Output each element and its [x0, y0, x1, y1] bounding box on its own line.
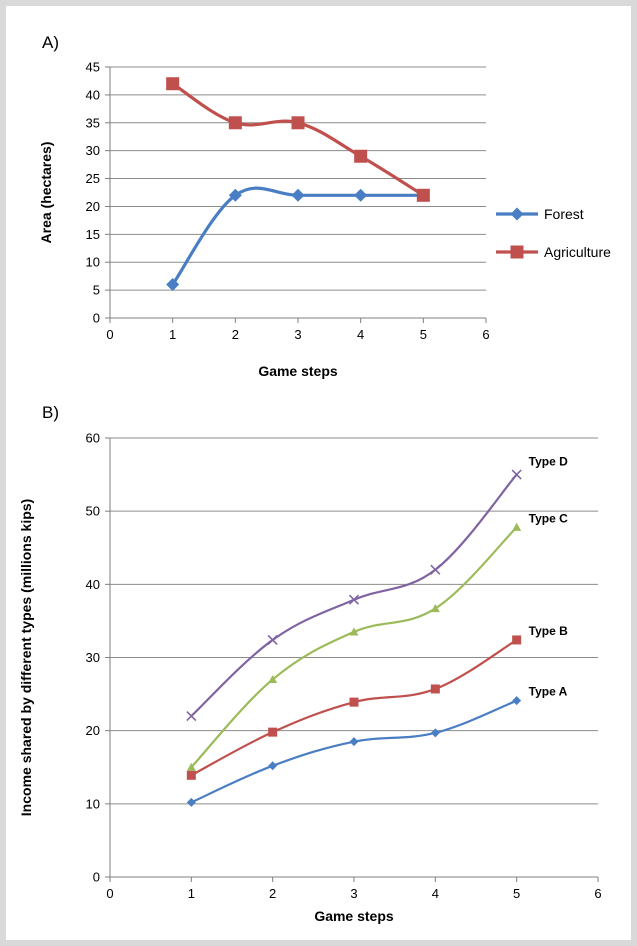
x-tick-label: 4 — [432, 886, 439, 901]
data-point — [268, 761, 278, 771]
data-point — [512, 635, 522, 645]
figure-frame: A) 0 5 10 15 20 25 30 35 40 45 0 1 2 3 4 5 6 Game steps Are… — [6, 6, 631, 940]
data-point — [228, 188, 242, 202]
data-point — [348, 594, 360, 605]
series-agriculture — [166, 77, 430, 202]
x-tick-label: 0 — [106, 327, 113, 342]
x-tick-label: 3 — [294, 327, 301, 342]
y-tick-label: 10 — [86, 255, 100, 270]
y-axis-title: Income shared by different types (millio… — [18, 499, 34, 816]
y-tick-label: 5 — [93, 283, 100, 298]
data-point — [354, 188, 368, 202]
data-point — [512, 522, 522, 531]
data-point — [166, 77, 180, 91]
data-point — [186, 710, 197, 722]
data-point — [349, 627, 359, 636]
y-tick-label: 10 — [86, 796, 100, 811]
x-tick-label: 1 — [188, 886, 195, 901]
series-type-b: Type B — [186, 624, 568, 780]
legend-label: Agriculture — [544, 244, 611, 260]
data-point — [166, 278, 180, 292]
x-axis-title: Game steps — [314, 908, 394, 924]
data-point — [512, 696, 522, 706]
series-type-c: Type C — [186, 511, 568, 771]
y-tick-label: 45 — [86, 60, 100, 75]
y-tick-label: 0 — [93, 311, 100, 326]
series-line — [190, 526, 518, 768]
data-point — [186, 770, 196, 780]
y-tick-label: 25 — [86, 171, 100, 186]
y-tick-label: 30 — [86, 143, 100, 158]
y-tick-label: 0 — [93, 870, 100, 885]
x-tick-label: 0 — [106, 886, 113, 901]
series-end-label: Type B — [529, 624, 568, 638]
legend-marker — [510, 207, 524, 221]
x-tick-label: 1 — [169, 327, 176, 342]
data-point — [349, 697, 359, 707]
data-point — [268, 674, 278, 684]
series-end-label: Type C — [529, 511, 568, 525]
series-end-label: Type D — [529, 455, 568, 469]
series-line — [190, 699, 518, 804]
data-point — [354, 149, 368, 163]
y-tick-label: 50 — [86, 504, 100, 519]
data-point-stroke — [267, 634, 278, 646]
x-tick-label: 6 — [594, 886, 601, 901]
data-point-stroke — [511, 469, 522, 480]
data-point — [349, 737, 359, 747]
y-tick-label: 20 — [86, 723, 100, 738]
y-tick-label: 20 — [86, 199, 100, 214]
data-point-stroke — [430, 564, 441, 575]
series-type-a: Type A — [186, 685, 568, 807]
y-tick-label: 40 — [86, 577, 100, 592]
series-type-d: Type D — [186, 455, 568, 722]
y-tick-label: 60 — [86, 431, 100, 446]
x-tick-label: 5 — [420, 327, 427, 342]
panel-label: B) — [42, 403, 59, 422]
x-axis-title: Game steps — [258, 363, 338, 379]
panel-label: A) — [42, 33, 59, 52]
data-point — [228, 116, 242, 130]
x-tick-label: 6 — [482, 327, 489, 342]
data-point — [430, 684, 440, 694]
legend-label: Forest — [544, 206, 584, 222]
data-point — [291, 188, 305, 202]
data-point — [430, 603, 440, 613]
y-axis-title: Area (hectares) — [38, 142, 54, 244]
data-point — [416, 188, 430, 202]
y-tick-label: 30 — [86, 650, 100, 665]
y-tick-label: 15 — [86, 227, 100, 242]
data-point — [430, 564, 441, 575]
data-point-stroke — [186, 710, 197, 722]
x-tick-label: 4 — [357, 327, 364, 342]
data-point — [511, 469, 522, 480]
data-point — [291, 116, 305, 130]
x-tick-label: 2 — [232, 327, 239, 342]
series-line — [190, 638, 518, 777]
y-tick-label: 35 — [86, 115, 100, 130]
series-line — [171, 186, 424, 286]
y-tick-label: 40 — [86, 87, 100, 102]
legend-marker — [510, 245, 524, 259]
data-point — [186, 762, 196, 771]
chart-b: B) 0 10 20 30 40 50 60 0 1 2 3 4 5 6 Game steps Income s… — [18, 403, 602, 924]
data-point — [267, 634, 278, 646]
data-point — [268, 727, 278, 737]
series-end-label: Type A — [529, 685, 568, 699]
data-point — [186, 797, 196, 807]
x-tick-label: 2 — [269, 886, 276, 901]
x-tick-label: 5 — [513, 886, 520, 901]
data-point — [430, 728, 440, 738]
series-forest — [166, 186, 430, 292]
x-tick-label: 3 — [350, 886, 357, 901]
legend: Forest Agriculture — [496, 206, 611, 260]
data-point-stroke — [348, 594, 360, 605]
